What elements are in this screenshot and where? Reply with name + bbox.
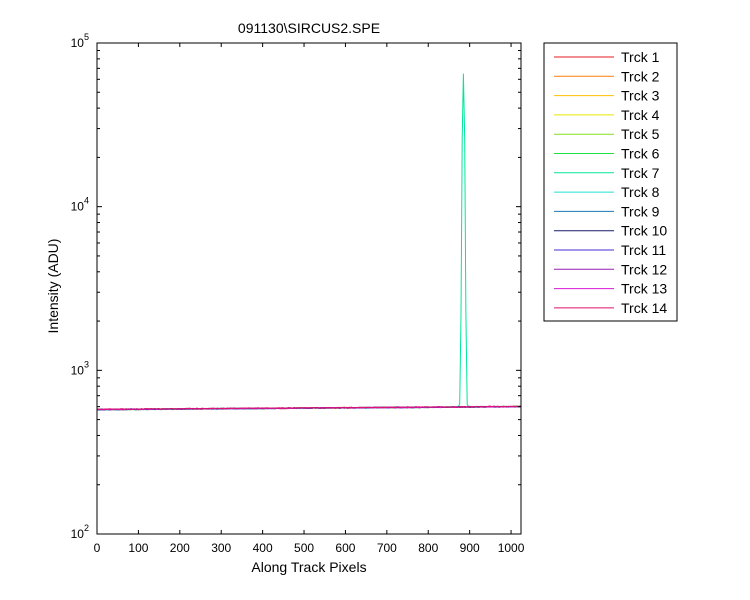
y-tick-label: 102 bbox=[71, 523, 89, 541]
y-tick-label: 105 bbox=[71, 32, 89, 50]
legend-entry-label: Trck 9 bbox=[621, 203, 660, 219]
legend-entry-label: Trck 5 bbox=[621, 126, 660, 142]
legend-entry-label: Trck 1 bbox=[621, 49, 660, 65]
legend-entry-label: Trck 11 bbox=[621, 242, 666, 258]
series-line bbox=[96, 73, 521, 411]
legend-entry-label: Trck 12 bbox=[621, 261, 667, 277]
x-tick-label: 700 bbox=[377, 541, 397, 555]
x-axis-ticks: 0 100 200 300 400 500 600 700 800 900 1000 bbox=[94, 43, 525, 555]
y-axis-label: Intensity (ADU) bbox=[45, 239, 61, 334]
legend-entry-label: Trck 13 bbox=[621, 281, 667, 297]
plot-series-group bbox=[96, 73, 521, 411]
x-tick-label: 800 bbox=[418, 541, 438, 555]
legend-entry-label: Trck 2 bbox=[621, 68, 660, 84]
legend-entry-label: Trck 4 bbox=[621, 107, 660, 123]
series-line bbox=[96, 405, 521, 411]
legend-entry-label: Trck 14 bbox=[621, 300, 667, 316]
y-tick-label: 103 bbox=[71, 359, 89, 377]
y-tick-label: 104 bbox=[71, 196, 89, 214]
legend-entry-label: Trck 8 bbox=[621, 184, 660, 200]
x-tick-label: 200 bbox=[170, 541, 190, 555]
x-tick-label: 600 bbox=[335, 541, 355, 555]
x-tick-label: 100 bbox=[128, 541, 148, 555]
x-tick-label: 0 bbox=[94, 541, 101, 555]
legend-entry-label: Trck 10 bbox=[621, 223, 667, 239]
y-axis-ticks: 102 103 104 105 bbox=[71, 32, 521, 541]
legend-entry-label: Trck 7 bbox=[621, 165, 660, 181]
legend-entry-label: Trck 6 bbox=[621, 146, 660, 162]
legend-box bbox=[543, 42, 678, 322]
x-tick-label: 900 bbox=[460, 541, 480, 555]
legend-entry-label: Trck 3 bbox=[621, 88, 660, 104]
legend: Trck 1 Trck 2 Trck 3 Trck 4 Trck 5 Trck 6 Trck… bbox=[543, 42, 678, 322]
plot-area-frame bbox=[96, 42, 522, 535]
x-tick-label: 500 bbox=[294, 541, 314, 555]
x-axis-label: Along Track Pixels bbox=[251, 559, 366, 575]
x-tick-label: 300 bbox=[211, 541, 231, 555]
chart-title: 091130\SIRCUS2.SPE bbox=[238, 20, 380, 36]
x-tick-label: 400 bbox=[253, 541, 273, 555]
x-tick-label: 1000 bbox=[498, 541, 525, 555]
